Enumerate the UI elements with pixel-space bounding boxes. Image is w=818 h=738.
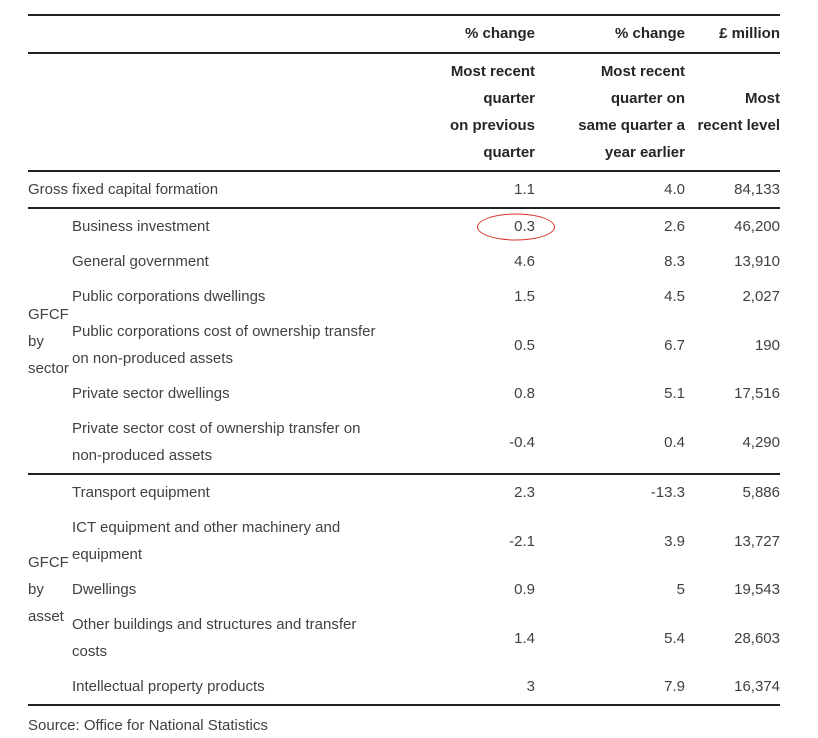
value-qoq: 0.8 <box>514 385 535 402</box>
value-yoy: 7.9 <box>664 678 685 695</box>
value-level: 13,727 <box>734 532 780 550</box>
sector-section: GFCF by sector Business investment 0.3 2… <box>28 208 780 474</box>
value-yoy: 5 <box>676 581 685 598</box>
row-label: Business investment <box>72 218 210 235</box>
value-level: 190 <box>754 336 780 354</box>
asset-section: GFCF by asset Transport equipment 2.3 -1… <box>28 474 780 705</box>
table-row: GFCF by asset Transport equipment 2.3 -1… <box>28 474 780 625</box>
gfcf-summary-table: % change % change £ million Most recent … <box>28 14 780 706</box>
circled-value: 0.3 <box>514 218 535 235</box>
row-label: Public corporations cost of ownership tr… <box>72 323 376 367</box>
value-qoq: 0.9 <box>514 581 535 598</box>
value-level: 28,603 <box>734 629 780 647</box>
value-qoq: -2.1 <box>509 532 535 550</box>
table-row: GFCF by sector Business investment 0.3 2… <box>28 208 780 377</box>
value-level: 16,374 <box>734 678 780 695</box>
group-label-sector: GFCF by sector <box>28 305 69 377</box>
value-yoy: 4.0 <box>664 181 685 198</box>
row-label: ICT equipment and other machinery and eq… <box>72 519 341 563</box>
value-qoq: -0.4 <box>509 433 535 451</box>
value-yoy: 5.4 <box>664 629 685 647</box>
value-level: 5,886 <box>742 484 780 501</box>
unit-header-qoq: % change <box>422 14 535 54</box>
value-level: 46,200 <box>734 218 780 235</box>
column-header-qoq: Most recent quarter on previous quarter <box>422 53 535 172</box>
unit-header-yoy: % change <box>535 14 685 54</box>
row-label: Private sector dwellings <box>72 385 230 402</box>
row-label: Public corporations dwellings <box>72 288 266 305</box>
value-yoy: 8.3 <box>664 253 685 270</box>
value-yoy: 4.5 <box>664 288 685 305</box>
value-yoy: 0.4 <box>664 433 685 451</box>
value-yoy: 5.1 <box>664 385 685 402</box>
column-header-level: Most recent level <box>685 53 780 172</box>
table-row: Intellectual property products 3 7.9 16,… <box>28 669 780 705</box>
source-note: Source: Office for National Statistics <box>28 717 268 734</box>
value-qoq: 3 <box>526 678 535 695</box>
value-level: 13,910 <box>734 253 780 270</box>
value-level: 4,290 <box>742 433 780 451</box>
value-qoq: 2.3 <box>514 484 535 501</box>
row-label: Transport equipment <box>72 484 210 501</box>
value-qoq: 1.1 <box>514 181 535 198</box>
table-row: Public corporations cost of ownership tr… <box>28 314 780 376</box>
row-label: Dwellings <box>72 581 137 598</box>
value-qoq: 0.3 <box>422 208 555 244</box>
value-qoq: 4.6 <box>514 253 535 270</box>
unit-header-level: £ million <box>685 14 780 54</box>
row-label: Gross fixed capital formation <box>28 181 219 198</box>
column-header-row: Most recent quarter on previous quarter … <box>28 53 780 172</box>
total-section: Gross fixed capital formation 1.1 4.0 84… <box>28 171 780 208</box>
table-row: Gross fixed capital formation 1.1 4.0 84… <box>28 171 780 208</box>
row-label: Private sector cost of ownership transfe… <box>72 420 361 464</box>
table-row: Dwellings 0.9 5 19,543 <box>28 572 780 607</box>
value-qoq: 1.5 <box>514 288 535 305</box>
value-qoq: 0.5 <box>514 336 535 354</box>
value-level: 2,027 <box>742 288 780 305</box>
table-row: General government 4.6 8.3 13,910 <box>28 244 780 279</box>
value-level: 17,516 <box>734 385 780 402</box>
table-row: Private sector dwellings 0.8 5.1 17,516 <box>28 376 780 411</box>
table-row: Public corporations dwellings 1.5 4.5 2,… <box>28 279 780 314</box>
table-row: Other buildings and structures and trans… <box>28 607 780 669</box>
value-qoq: 1.4 <box>514 629 535 647</box>
value-yoy: 6.7 <box>664 336 685 354</box>
row-label: General government <box>72 253 209 270</box>
value-level: 19,543 <box>734 581 780 598</box>
row-label: Intellectual property products <box>72 678 265 695</box>
value-level: 84,133 <box>734 181 780 198</box>
header-spacer <box>28 14 422 54</box>
table-row: ICT equipment and other machinery and eq… <box>28 510 780 572</box>
value-yoy: -13.3 <box>650 484 685 501</box>
value-yoy: 3.9 <box>664 532 685 550</box>
unit-header-row: % change % change £ million <box>28 14 780 54</box>
row-label: Other buildings and structures and trans… <box>72 616 357 660</box>
value-yoy: 2.6 <box>664 218 685 235</box>
table-row: Private sector cost of ownership transfe… <box>28 411 780 474</box>
table-header: % change % change £ million Most recent … <box>28 14 780 172</box>
column-header-yoy: Most recent quarter on same quarter a ye… <box>535 53 685 172</box>
header-spacer <box>28 53 422 172</box>
group-label-asset: GFCF by asset <box>28 554 69 625</box>
